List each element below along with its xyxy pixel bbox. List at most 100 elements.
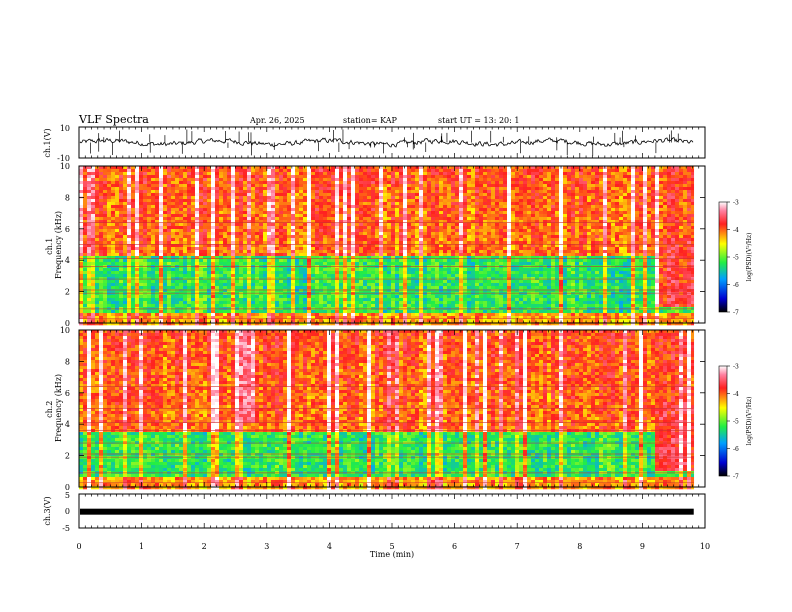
- spectrogram-cell: [311, 313, 316, 317]
- spectrogram-cell: [259, 169, 264, 173]
- spectrogram-cell: [83, 229, 88, 233]
- spectrogram-cell: [343, 205, 348, 209]
- spectrogram-cell: [143, 226, 148, 230]
- spectrogram-cell: [167, 253, 172, 257]
- spectrogram-cell: [183, 280, 188, 284]
- spectrogram-cell: [439, 211, 444, 215]
- spectrogram-cell: [415, 181, 420, 185]
- spectrogram-cell: [407, 262, 412, 266]
- spectrogram-cell: [395, 169, 400, 173]
- spectrogram-cell: [363, 322, 368, 326]
- spectrogram-cell: [203, 181, 208, 185]
- spectrogram-cell: [151, 286, 156, 290]
- spectrogram-cell: [303, 172, 308, 176]
- spectrogram-cell: [411, 286, 416, 290]
- spectrogram-cell: [215, 247, 220, 251]
- spectrogram-cell: [131, 181, 136, 185]
- spectrogram-cell: [291, 295, 296, 299]
- spectrogram-cell: [371, 292, 376, 296]
- spectrogram-cell: [299, 187, 304, 191]
- spectrogram-cell: [351, 316, 356, 320]
- spectrogram-cell: [119, 226, 124, 230]
- spectrogram-cell: [315, 322, 320, 326]
- spectrogram-cell: [179, 250, 184, 254]
- spectrogram-cell: [167, 319, 172, 323]
- spectrogram-cell: [159, 253, 164, 257]
- spectrogram-cell: [427, 292, 432, 296]
- spectrogram-cell: [135, 193, 140, 197]
- spectrogram-cell: [151, 241, 156, 245]
- spectrogram-cell: [211, 184, 216, 188]
- spectrogram-cell: [431, 175, 436, 179]
- spectrogram-cell: [427, 271, 432, 275]
- spectrogram-cell: [83, 256, 88, 260]
- spectrogram-cell: [359, 316, 364, 320]
- spectrogram-cell: [211, 220, 216, 224]
- spectrogram-cell: [175, 298, 180, 302]
- spectrogram-cell: [95, 271, 100, 275]
- spectrogram-cell: [199, 190, 204, 194]
- spectrogram-cell: [327, 181, 332, 185]
- spectrogram-cell: [371, 313, 376, 317]
- spectrogram-cell: [351, 247, 356, 251]
- spectrogram-cell: [203, 250, 208, 254]
- spectrogram-cell: [119, 199, 124, 203]
- spectrogram-cell: [159, 298, 164, 302]
- spectrogram-cell: [267, 181, 272, 185]
- spectrogram-cell: [287, 256, 292, 260]
- spectrogram-cell: [383, 169, 388, 173]
- spectrogram-cell: [375, 319, 380, 323]
- spectrogram-cell: [399, 223, 404, 227]
- spectrogram-cell: [171, 256, 176, 260]
- spectrogram-cell: [403, 286, 408, 290]
- spectrogram-cell: [259, 172, 264, 176]
- spectrogram-cell: [235, 256, 240, 260]
- spectrogram-cell: [195, 298, 200, 302]
- spectrogram-cell: [187, 184, 192, 188]
- spectrogram-cell: [235, 235, 240, 239]
- spectrogram-cell: [327, 190, 332, 194]
- spectrogram-cell: [443, 280, 448, 284]
- spectrogram-cell: [263, 199, 268, 203]
- spectrogram-cell: [187, 232, 192, 236]
- spectrogram-cell: [155, 268, 160, 272]
- spectrogram-cell: [175, 202, 180, 206]
- spectrogram-cell: [215, 169, 220, 173]
- spectrogram-cell: [283, 226, 288, 230]
- spectrogram-cell: [247, 217, 252, 221]
- spectrogram-cell: [239, 289, 244, 293]
- spectrogram-cell: [283, 184, 288, 188]
- spectrogram-cell: [255, 172, 260, 176]
- spectrogram-cell: [171, 202, 176, 206]
- spectrogram-cell: [275, 295, 280, 299]
- spectrogram-cell: [419, 322, 424, 326]
- spectrogram-cell: [307, 277, 312, 281]
- spectrogram-cell: [223, 262, 228, 266]
- spectrogram-cell: [107, 196, 112, 200]
- spectrogram-cell: [323, 298, 328, 302]
- spectrogram-cell: [111, 241, 116, 245]
- spectrogram-cell: [219, 247, 224, 251]
- spectrogram-cell: [143, 169, 148, 173]
- spectrogram-cell: [323, 319, 328, 323]
- spectrogram-cell: [343, 169, 348, 173]
- spectrogram-cell: [367, 196, 372, 200]
- spectrogram-cell: [135, 205, 140, 209]
- spectrogram-cell: [95, 283, 100, 287]
- spectrogram-cell: [347, 241, 352, 245]
- spectrogram-cell: [327, 292, 332, 296]
- spectrogram-cell: [435, 286, 440, 290]
- spectrogram-cell: [287, 190, 292, 194]
- spectrogram-cell: [411, 295, 416, 299]
- spectrogram-cell: [147, 271, 152, 275]
- spectrogram-cell: [407, 310, 412, 314]
- spectrogram-cell: [207, 196, 212, 200]
- spectrogram-cell: [147, 223, 152, 227]
- spectrogram-cell: [251, 175, 256, 179]
- spectrogram-cell: [99, 280, 104, 284]
- spectrogram-cell: [167, 205, 172, 209]
- spectrogram-cell: [79, 211, 84, 215]
- spectrogram-cell: [91, 208, 96, 212]
- spectrogram-cell: [383, 298, 388, 302]
- spectrogram-cell: [87, 211, 92, 215]
